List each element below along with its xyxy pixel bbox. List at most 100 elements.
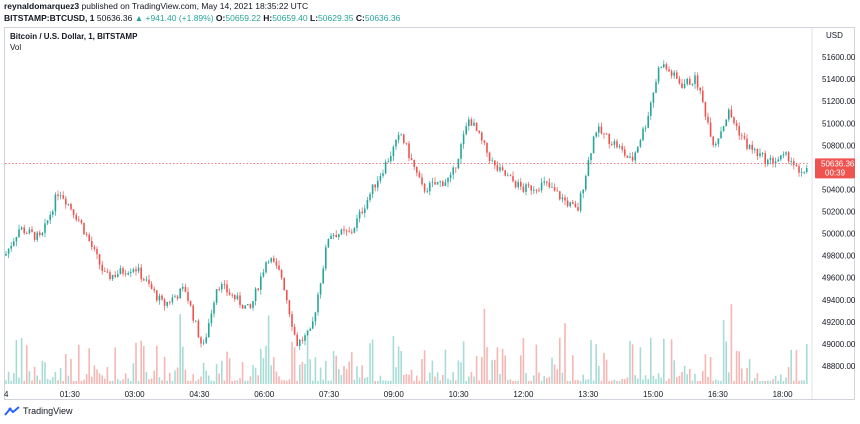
y-tick-label: 49600.00 xyxy=(822,274,856,283)
volume-bar xyxy=(426,380,428,384)
volume-bar xyxy=(176,367,179,384)
candle-body xyxy=(314,312,317,322)
chart-frame[interactable] xyxy=(4,27,855,400)
volume-bar xyxy=(707,376,709,384)
candle-body xyxy=(709,122,712,137)
volume-bar xyxy=(403,374,405,384)
candle-body xyxy=(52,211,54,215)
candle-body xyxy=(213,302,215,314)
candle-body xyxy=(338,234,340,238)
volume-bar xyxy=(213,380,215,384)
volume-bar xyxy=(364,378,366,384)
volume-bar xyxy=(423,350,426,384)
brand-name: TradingView xyxy=(23,406,73,416)
volume-bar xyxy=(551,357,553,384)
candle-body xyxy=(98,254,101,265)
volume-bar xyxy=(509,379,512,384)
candle-body xyxy=(626,155,629,158)
candle-body xyxy=(153,288,155,291)
volume-bar xyxy=(785,377,787,384)
candle-body xyxy=(743,136,746,139)
volume-bar xyxy=(694,373,696,384)
volume-bar xyxy=(501,348,504,384)
volume-bar xyxy=(257,375,259,384)
open-label: O: xyxy=(215,13,226,23)
volume-bar xyxy=(33,366,36,384)
y-tick-label: 50800.00 xyxy=(822,141,856,150)
candle-body xyxy=(200,337,202,344)
volume-bar xyxy=(520,355,522,384)
publish-header: reynaldomarquez3 published on TradingVie… xyxy=(4,0,308,13)
volume-bar xyxy=(512,380,514,384)
volume-bar xyxy=(735,350,738,384)
tradingview-brand[interactable]: TradingView xyxy=(4,406,73,416)
candle-body xyxy=(624,149,626,156)
candle-body xyxy=(7,248,10,254)
volume-bar xyxy=(629,340,631,384)
volume-bar xyxy=(377,380,379,384)
volume-bar xyxy=(104,378,106,384)
candle-body xyxy=(556,190,558,192)
candle-body xyxy=(319,283,322,295)
candle-body xyxy=(174,296,176,298)
candle-body xyxy=(371,184,374,195)
candle-body xyxy=(496,165,499,171)
volume-bar xyxy=(782,380,785,384)
candle-body xyxy=(761,153,764,154)
low-value: 50629.35 xyxy=(318,13,354,23)
volume-bar xyxy=(790,349,792,384)
volume-bar xyxy=(283,380,285,384)
candle-body xyxy=(197,320,200,338)
volume-bar xyxy=(72,380,75,384)
volume-bar xyxy=(553,364,556,384)
candle-body xyxy=(769,158,772,160)
candle-body xyxy=(780,155,782,160)
candle-body xyxy=(205,337,207,343)
candle-body xyxy=(239,295,241,306)
close-label: C: xyxy=(355,13,365,23)
volume-bar xyxy=(239,378,241,384)
x-tick-label: 04:30 xyxy=(189,390,210,399)
volume-bar xyxy=(135,342,137,384)
volume-bar xyxy=(603,352,605,384)
candle-body xyxy=(80,220,83,223)
candle-body xyxy=(795,164,798,167)
candle-body xyxy=(673,72,675,76)
high-value: 50659.40 xyxy=(272,13,308,23)
volume-bar xyxy=(197,379,200,384)
candle-body xyxy=(231,294,233,296)
volume-bar xyxy=(252,365,254,384)
currency-label: USD xyxy=(826,31,843,40)
candle-body xyxy=(436,182,439,185)
volume-bar xyxy=(270,365,272,384)
candle-body xyxy=(782,154,785,156)
volume-bar xyxy=(44,362,46,384)
volume-bar xyxy=(491,360,493,384)
candle-body xyxy=(247,304,249,306)
candle-body xyxy=(267,261,270,263)
volume-bar xyxy=(299,364,301,384)
volume-bar xyxy=(720,380,722,384)
candle-body xyxy=(535,189,538,191)
candle-body xyxy=(642,128,644,141)
candle-body xyxy=(348,231,350,233)
candle-body xyxy=(572,202,574,204)
volume-bar xyxy=(5,380,7,384)
candle-body xyxy=(756,149,759,157)
candle-body xyxy=(156,290,158,301)
volume-bar xyxy=(611,380,613,384)
y-tick-label: 51200.00 xyxy=(822,97,856,106)
candle-body xyxy=(36,232,38,240)
volume-bar xyxy=(93,365,96,384)
candle-body xyxy=(140,267,142,280)
volume-bar xyxy=(59,368,62,384)
candle-body xyxy=(538,189,540,191)
volume-bar xyxy=(327,380,330,384)
price-change: ▲ +941.40 (+1.89%) xyxy=(134,13,214,23)
author-name[interactable]: reynaldomarquez3 xyxy=(4,1,80,11)
candle-body xyxy=(364,208,366,214)
volume-bar xyxy=(390,380,392,384)
volume-bar xyxy=(332,350,335,384)
candle-body xyxy=(717,138,720,144)
